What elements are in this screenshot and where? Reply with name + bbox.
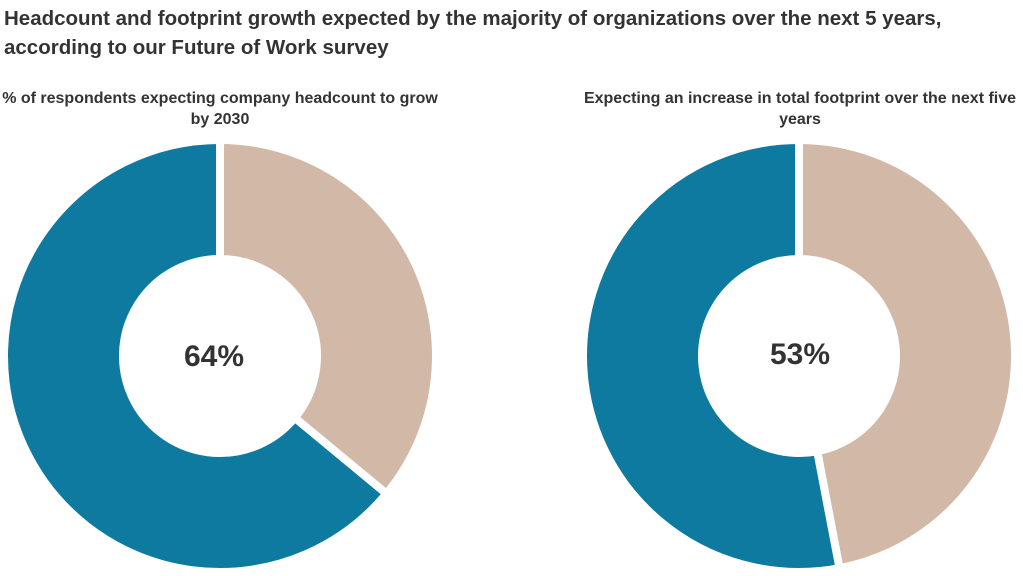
chart-1-title: % of respondents expecting company headc… xyxy=(2,90,438,128)
chart-2-slice-2 xyxy=(795,136,1019,573)
page-title: Headcount and footprint growth expected … xyxy=(4,7,942,59)
chart-2-title: Expecting an increase in total footprint… xyxy=(583,90,1017,128)
chart-1-center-label: 64% xyxy=(184,340,244,373)
chart-2-slice-1 xyxy=(579,136,844,576)
chart-1-slice-2 xyxy=(216,136,440,498)
chart-1-slice-1 xyxy=(0,136,391,576)
chart-2-center-label: 53% xyxy=(770,338,830,371)
